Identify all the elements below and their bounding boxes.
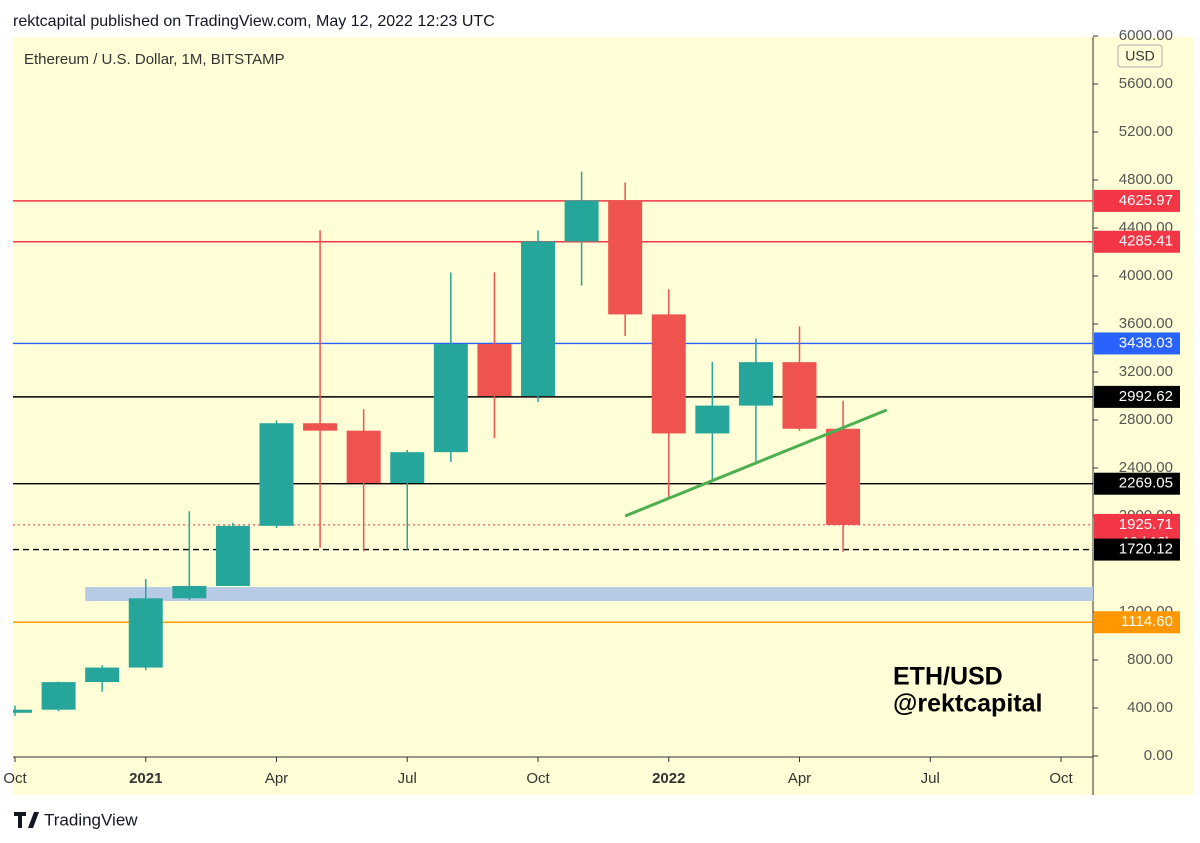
x-tick-label: Jul bbox=[398, 770, 417, 787]
y-tick-label: 3200.00 bbox=[1119, 363, 1173, 380]
y-tick-label: 2400.00 bbox=[1119, 459, 1173, 476]
header: rektcapital published on TradingView.com… bbox=[13, 13, 495, 30]
candle-body bbox=[41, 682, 76, 710]
y-tick-label: 4800.00 bbox=[1119, 171, 1173, 188]
y-tick-label: 800.00 bbox=[1127, 651, 1173, 668]
tradingview-logo: TradingView bbox=[14, 810, 138, 829]
y-tick-label: 5200.00 bbox=[1119, 123, 1173, 140]
y-tick-label: 3600.00 bbox=[1119, 315, 1173, 332]
plot bbox=[13, 171, 1093, 716]
candle-body bbox=[259, 423, 294, 526]
price-label-box bbox=[1094, 538, 1180, 561]
y-tick-label: 6000.00 bbox=[1119, 27, 1173, 44]
y-tick-label: 0.00 bbox=[1144, 747, 1173, 764]
candle-body bbox=[13, 709, 32, 713]
candle-body bbox=[521, 241, 555, 396]
price-label-box bbox=[1094, 189, 1180, 212]
price-label: 4285.41 bbox=[1119, 233, 1173, 250]
x-tick-label: Apr bbox=[788, 770, 811, 787]
trendline bbox=[624, 408, 888, 518]
footer: TradingView bbox=[44, 810, 138, 829]
price-label: 1114.60 bbox=[1121, 613, 1173, 630]
x-tick-label: Jul bbox=[921, 770, 940, 787]
y-tick-label: 4000.00 bbox=[1119, 267, 1173, 284]
candle-body bbox=[608, 200, 643, 315]
support-zone bbox=[85, 587, 1093, 601]
price-label-box bbox=[1094, 332, 1180, 355]
y-tick-label: 400.00 bbox=[1127, 699, 1173, 716]
chart-title: Ethereum / U.S. Dollar, 1M, BITSTAMP bbox=[24, 51, 285, 68]
candle-body bbox=[85, 667, 120, 683]
annotation: @rektcapital bbox=[893, 690, 1042, 718]
candle-body bbox=[651, 314, 686, 434]
price-label: 1925.71 bbox=[1119, 516, 1173, 533]
x-tick-label: 2021 bbox=[129, 770, 162, 787]
x-tick-label: Oct bbox=[1049, 770, 1073, 787]
candle-body bbox=[782, 362, 817, 429]
chart-background bbox=[13, 37, 1193, 795]
candle-body bbox=[215, 525, 250, 586]
x-tick-label: Oct bbox=[3, 770, 27, 787]
y-tick-label: 5600.00 bbox=[1119, 75, 1173, 92]
annotation: ETH/USD bbox=[893, 663, 1003, 691]
price-label-box bbox=[1094, 230, 1180, 253]
candle-body bbox=[390, 452, 425, 483]
currency-box bbox=[1117, 44, 1163, 68]
candle-body bbox=[477, 344, 512, 396]
price-label: 1720.12 bbox=[1119, 541, 1173, 558]
candle-body bbox=[128, 598, 163, 668]
price-label: 2269.05 bbox=[1119, 475, 1173, 492]
y-tick-label: 2800.00 bbox=[1119, 411, 1173, 428]
price-label-box bbox=[1094, 472, 1180, 495]
currency: USD bbox=[1125, 48, 1155, 64]
x-tick-label: Apr bbox=[265, 770, 288, 787]
candle-body bbox=[172, 585, 207, 599]
candle-body bbox=[433, 344, 468, 453]
x-tick-label: 2022 bbox=[652, 770, 685, 787]
axes: 0.00400.00800.001200.002000.002400.00280… bbox=[3, 27, 1180, 787]
price-label-box bbox=[1094, 611, 1180, 634]
candle-body bbox=[346, 430, 381, 483]
price-label: 3438.03 bbox=[1119, 334, 1173, 351]
candle-body bbox=[738, 362, 773, 406]
price-label: 2992.62 bbox=[1119, 388, 1173, 405]
candle-body bbox=[303, 423, 338, 431]
x-tick-label: Oct bbox=[526, 770, 550, 787]
candle-body bbox=[826, 428, 861, 525]
candle-body bbox=[564, 200, 599, 242]
price-label-box bbox=[1094, 385, 1180, 408]
price-label: 4625.97 bbox=[1119, 192, 1173, 209]
candle-body bbox=[695, 405, 730, 434]
